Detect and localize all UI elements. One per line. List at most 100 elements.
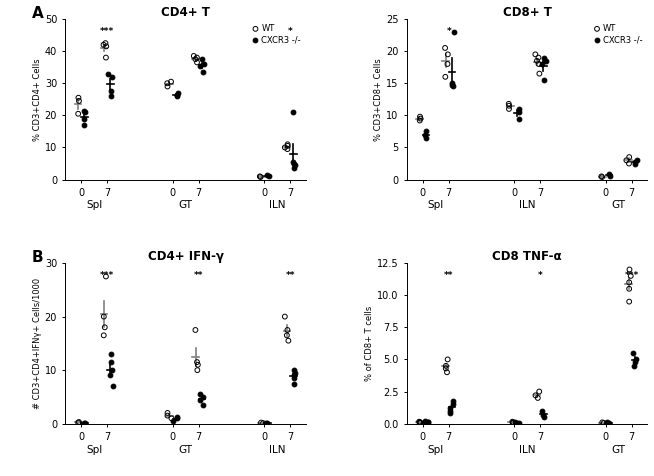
Point <box>172 415 182 422</box>
Point <box>532 394 543 402</box>
Text: ***: *** <box>100 271 114 280</box>
Text: *: * <box>288 27 292 36</box>
Title: CD8+ T: CD8+ T <box>503 6 551 19</box>
Point <box>530 392 541 399</box>
Point <box>283 140 293 148</box>
Point <box>421 419 432 427</box>
Point <box>289 367 300 374</box>
Point <box>166 415 177 422</box>
Point <box>504 102 514 109</box>
Point <box>172 414 182 421</box>
Point <box>415 113 425 120</box>
Point <box>198 393 208 401</box>
Point <box>448 83 458 90</box>
Text: **: ** <box>444 271 453 280</box>
Point <box>624 160 634 168</box>
Point <box>78 107 89 114</box>
Point <box>288 158 298 166</box>
Point <box>624 298 634 306</box>
Text: ILN: ILN <box>269 445 285 455</box>
Point <box>195 390 205 398</box>
Point <box>632 157 642 164</box>
Point <box>415 418 425 426</box>
Point <box>162 412 173 419</box>
Text: Spl: Spl <box>86 445 102 455</box>
Point <box>514 105 525 113</box>
Point <box>162 83 173 90</box>
Text: ILN: ILN <box>519 445 536 455</box>
Point <box>597 418 608 426</box>
Text: GT: GT <box>611 445 626 455</box>
Point <box>282 331 292 339</box>
Point <box>513 115 524 122</box>
Point <box>290 369 301 377</box>
Point <box>504 100 514 108</box>
Point <box>533 60 543 68</box>
Point <box>190 326 201 334</box>
Point <box>624 285 634 293</box>
Point <box>192 54 202 61</box>
Point <box>105 350 116 358</box>
Point <box>536 60 547 68</box>
Point <box>105 358 116 366</box>
Legend: WT, CXCR3 -/-: WT, CXCR3 -/- <box>251 23 301 45</box>
Y-axis label: % CD3+CD8+ Cells: % CD3+CD8+ Cells <box>374 58 383 141</box>
Point <box>254 173 265 180</box>
Point <box>414 418 424 426</box>
Point <box>73 94 84 101</box>
Point <box>443 50 453 58</box>
Point <box>440 73 451 80</box>
Point <box>630 158 641 166</box>
Point <box>262 419 272 427</box>
Point <box>288 380 299 387</box>
Text: A: A <box>32 6 43 21</box>
Point <box>533 54 543 61</box>
Point <box>415 117 425 124</box>
Text: GT: GT <box>179 200 193 210</box>
Point <box>538 411 548 418</box>
Point <box>103 70 114 78</box>
Point <box>441 368 452 376</box>
Point <box>188 52 199 60</box>
Point <box>421 418 431 426</box>
Point <box>101 42 111 50</box>
Point <box>513 109 524 116</box>
Point <box>73 419 84 426</box>
Point <box>98 41 109 49</box>
Text: **: ** <box>286 271 295 280</box>
Point <box>168 417 179 425</box>
Point <box>534 388 545 396</box>
Point <box>290 161 301 169</box>
Point <box>282 145 292 153</box>
Point <box>262 171 272 178</box>
Point <box>598 419 609 427</box>
Point <box>283 337 294 345</box>
Point <box>534 70 545 78</box>
Point <box>255 173 266 181</box>
Point <box>195 396 205 403</box>
Point <box>258 419 268 427</box>
Point <box>441 362 451 370</box>
Point <box>99 313 109 320</box>
Point <box>508 418 519 426</box>
Text: Spl: Spl <box>428 200 444 210</box>
Point <box>101 54 111 61</box>
Point <box>532 57 542 65</box>
Point <box>422 418 433 426</box>
Point <box>74 97 84 105</box>
Text: Spl: Spl <box>428 445 444 455</box>
Point <box>107 367 117 374</box>
Point <box>162 79 173 87</box>
Point <box>629 358 640 366</box>
Point <box>79 419 90 426</box>
Point <box>172 92 182 100</box>
Point <box>74 418 84 426</box>
Point <box>605 173 615 180</box>
Point <box>107 382 118 390</box>
Title: CD4+ T: CD4+ T <box>162 6 210 19</box>
Point <box>79 121 90 129</box>
Point <box>604 419 614 427</box>
Point <box>198 68 208 76</box>
Point <box>415 418 425 426</box>
Point <box>101 273 111 280</box>
